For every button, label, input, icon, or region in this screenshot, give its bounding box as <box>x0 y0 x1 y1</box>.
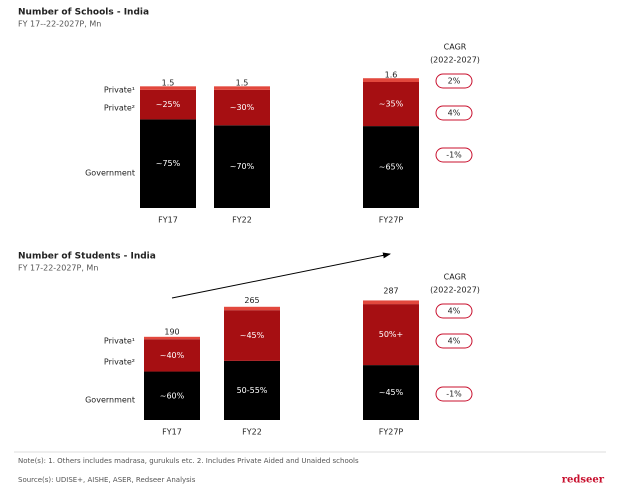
bar-segment <box>363 126 419 208</box>
segment-label: ~75% <box>156 159 181 168</box>
legend-label: Private¹ <box>104 86 135 95</box>
cagr-oval <box>435 73 473 89</box>
cagr-label: -1% <box>446 151 462 160</box>
bar-segment <box>363 78 419 82</box>
segment-label: ~25% <box>156 100 181 109</box>
x-tick-label: FY17 <box>162 428 182 437</box>
x-tick-label: FY17 <box>158 216 178 225</box>
bar-segment <box>144 371 200 420</box>
bar-segment <box>363 82 419 127</box>
segment-label: ~30% <box>230 103 255 112</box>
cagr-title: CAGR <box>444 43 467 52</box>
source: Source(s): UDISE+, AISHE, ASER, Redseer … <box>18 476 196 484</box>
x-tick-label: FY22 <box>242 428 262 437</box>
cagr-oval <box>435 147 473 163</box>
bar-segment <box>140 86 196 90</box>
total-label: 287 <box>383 287 398 296</box>
brand: redseer <box>562 475 605 486</box>
bar-segment <box>140 89 196 120</box>
cagr-label: -1% <box>446 390 462 399</box>
segment-label: ~60% <box>160 391 185 400</box>
bar-segment <box>144 339 200 372</box>
legend-label: Private¹ <box>104 337 135 346</box>
cagr-title: (2022-2027) <box>430 286 480 295</box>
chart-title: Number of Students - India <box>18 252 156 262</box>
bar-segment <box>140 119 196 208</box>
cagr-label: 4% <box>448 307 461 316</box>
total-label: 1.5 <box>236 78 249 87</box>
bar-segment <box>214 125 270 208</box>
cagr-oval <box>435 386 473 402</box>
chart-subtitle: FY 17--22-2027P, Mn <box>18 20 101 29</box>
bar-segment <box>224 360 280 420</box>
total-label: 1.6 <box>385 71 398 80</box>
segment-label: 50%+ <box>379 330 403 339</box>
cagr-title: (2022-2027) <box>430 56 480 65</box>
cagr-label: 4% <box>448 337 461 346</box>
segment-label: 50-55% <box>237 386 268 395</box>
bar-segment <box>144 336 200 340</box>
legend-label: Government <box>85 169 135 178</box>
cagr-oval <box>435 303 473 319</box>
segment-label: ~65% <box>379 163 404 172</box>
segment-label: ~35% <box>379 100 404 109</box>
total-label: 265 <box>244 296 259 305</box>
legend-label: Private² <box>104 104 135 113</box>
legend-label: Private² <box>104 358 135 367</box>
cagr-oval <box>435 105 473 121</box>
cagr-title: CAGR <box>444 273 467 282</box>
x-tick-label: FY27P <box>379 216 404 225</box>
segment-label: ~45% <box>240 331 265 340</box>
segment-label: ~70% <box>230 162 255 171</box>
cagr-oval <box>435 333 473 349</box>
bar-segment <box>363 304 419 366</box>
x-tick-label: FY27P <box>379 428 404 437</box>
bar-segment <box>363 300 419 305</box>
cagr-label: 4% <box>448 109 461 118</box>
legend-label: Government <box>85 396 135 405</box>
notes: Note(s): 1. Others includes madrasa, gur… <box>18 457 359 465</box>
total-label: 190 <box>164 328 179 337</box>
chart-subtitle: FY 17-22-2027P, Mn <box>18 264 98 273</box>
bar-segment <box>214 86 270 90</box>
total-label: 1.5 <box>162 78 175 87</box>
bar-segment <box>214 89 270 126</box>
bar-segment <box>224 310 280 361</box>
x-tick-label: FY22 <box>232 216 252 225</box>
segment-label: ~40% <box>160 351 185 360</box>
chart-title: Number of Schools - India <box>18 8 149 18</box>
bar-segment <box>363 365 419 420</box>
segment-label: ~45% <box>379 388 404 397</box>
cagr-label: 2% <box>448 77 461 86</box>
bar-segment <box>224 306 280 311</box>
growth-arrow <box>171 252 391 299</box>
